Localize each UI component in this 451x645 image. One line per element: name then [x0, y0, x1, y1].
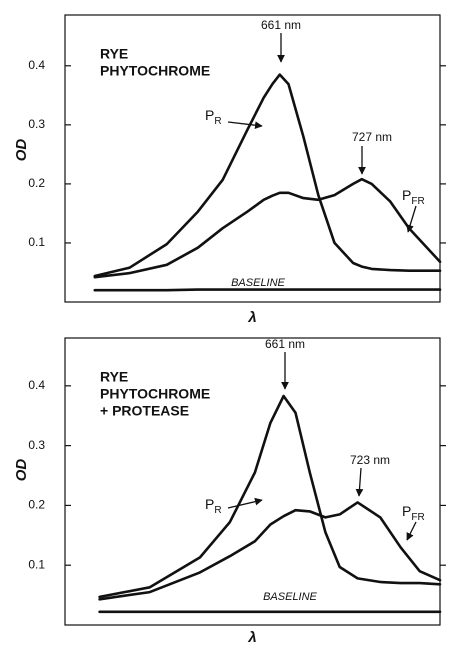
y-tick-label: 0.1	[28, 235, 45, 249]
spectrum-line	[98, 501, 442, 601]
label-arrow	[406, 205, 417, 233]
series-name: P	[205, 496, 214, 512]
peak-annotation: 661 nm	[261, 18, 301, 32]
baseline-label: BASELINE	[263, 591, 317, 603]
series-subscript: FR	[411, 196, 424, 207]
x-axis-label: λ	[247, 309, 256, 326]
spectrum-line	[98, 394, 442, 599]
spectrum-line	[93, 73, 442, 278]
peak-annotation: 661 nm	[265, 337, 305, 351]
label-arrow	[227, 121, 263, 130]
y-tick-label: 0.2	[28, 498, 45, 512]
series-name: P	[402, 187, 411, 203]
y-tick-label: 0.2	[28, 176, 45, 190]
x-axis-label: λ	[247, 629, 256, 645]
panel-title: PHYTOCHROME	[100, 386, 210, 402]
label-arrow	[406, 521, 417, 541]
series-name: P	[205, 107, 214, 123]
baseline-label: BASELINE	[231, 277, 285, 289]
panel-title: + PROTEASE	[100, 403, 189, 419]
peak-arrow	[355, 467, 364, 497]
peak-annotation: 723 nm	[350, 453, 390, 467]
series-name: P	[402, 503, 411, 519]
series-subscript: R	[214, 116, 221, 127]
series-subscript: R	[214, 505, 221, 516]
y-axis-label: OD	[13, 139, 30, 162]
y-axis-label: OD	[13, 459, 30, 482]
y-tick-label: 0.1	[28, 557, 45, 571]
series-label: PFR	[402, 503, 425, 523]
series-subscript: FR	[411, 512, 424, 523]
y-tick-label: 0.3	[28, 438, 45, 452]
spectrum-line	[93, 177, 442, 279]
y-tick-label: 0.3	[28, 117, 45, 131]
peak-annotation: 727 nm	[352, 130, 392, 144]
panel-title: PHYTOCHROME	[100, 63, 210, 79]
label-arrow	[227, 497, 263, 509]
series-label: PR	[205, 107, 222, 127]
plot-frame	[64, 337, 441, 626]
spectrum-line	[93, 288, 442, 292]
series-label: PFR	[402, 187, 425, 207]
panel-title: RYE	[100, 46, 128, 62]
y-tick-label: 0.4	[28, 378, 45, 392]
plot-frame	[64, 14, 441, 303]
panel: 0.10.20.30.4ODλRYEPHYTOCHROMEPRPFRBASELI…	[13, 14, 446, 326]
y-tick-label: 0.4	[28, 58, 45, 72]
series-label: PR	[205, 496, 222, 516]
panel-title: RYE	[100, 369, 128, 385]
